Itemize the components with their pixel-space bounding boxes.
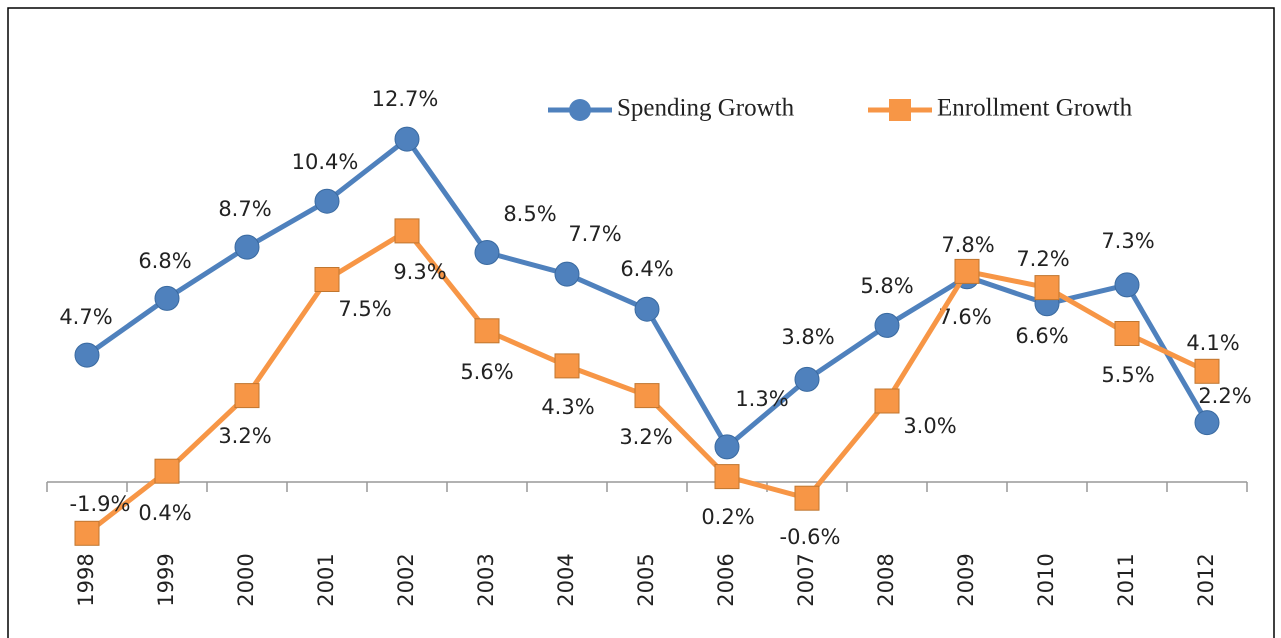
marker [1194, 358, 1220, 384]
marker [234, 383, 260, 409]
marker [554, 353, 580, 379]
data-label: 7.7% [568, 222, 621, 246]
legend-label: Spending Growth [617, 95, 795, 122]
marker [474, 318, 500, 344]
data-label: 3.8% [781, 325, 834, 349]
x-tick-label: 2008 [874, 553, 898, 606]
marker [314, 188, 340, 214]
data-label: 8.5% [503, 202, 556, 226]
data-label: 2.2% [1198, 384, 1251, 408]
data-label: 6.6% [1015, 324, 1068, 348]
marker [74, 520, 100, 546]
x-tick-label: 2007 [794, 553, 818, 606]
x-tick-label: 2000 [234, 553, 258, 606]
marker [394, 218, 420, 244]
data-label: 0.2% [701, 505, 754, 529]
marker [874, 312, 900, 338]
marker [314, 267, 340, 292]
data-label: 6.4% [620, 257, 673, 281]
data-label: 3.2% [218, 424, 271, 448]
marker [1114, 272, 1140, 298]
marker [154, 285, 180, 311]
legend-marker [569, 99, 591, 121]
x-tick-label: 2012 [1194, 553, 1218, 606]
data-label: 5.5% [1101, 363, 1154, 387]
data-label: 5.6% [460, 360, 513, 384]
x-tick-label: 2002 [394, 553, 418, 606]
marker [1034, 275, 1060, 301]
x-tick-label: 1999 [154, 553, 178, 606]
marker [794, 366, 820, 392]
data-label: 4.3% [541, 395, 594, 419]
marker [634, 383, 660, 409]
data-label: 10.4% [292, 150, 359, 174]
x-tick-label: 2003 [474, 553, 498, 606]
marker [794, 485, 820, 511]
marker [74, 342, 100, 368]
marker [714, 434, 740, 460]
data-label: 12.7% [372, 87, 439, 111]
marker [1114, 321, 1140, 346]
x-tick-label: 2004 [554, 553, 578, 606]
data-label: 1.3% [735, 387, 788, 411]
data-label: 4.7% [59, 305, 112, 329]
data-label: 7.6% [938, 305, 991, 329]
x-tick-label: 2001 [314, 553, 338, 606]
data-label: 7.8% [941, 233, 994, 257]
legend-marker [889, 99, 911, 121]
marker [234, 234, 260, 260]
marker [554, 261, 580, 287]
data-label: 9.3% [393, 260, 446, 284]
marker [954, 258, 980, 284]
x-tick-label: 2006 [714, 553, 738, 606]
marker [154, 458, 180, 484]
legend-label: Enrollment Growth [937, 95, 1133, 122]
x-tick-label: 2011 [1114, 553, 1138, 606]
marker [1194, 410, 1220, 436]
marker [474, 240, 500, 265]
data-label: 4.1% [1186, 331, 1239, 355]
data-label: 8.7% [218, 197, 271, 221]
x-tick-label: 2005 [634, 553, 658, 606]
data-label: 0.4% [138, 501, 191, 525]
marker [634, 296, 660, 322]
data-label: 7.3% [1101, 229, 1154, 253]
x-tick-label: 2009 [954, 553, 978, 606]
marker [874, 388, 900, 414]
data-label: 3.2% [619, 425, 672, 449]
data-label: 6.8% [138, 249, 191, 273]
chart-frame [7, 7, 1275, 638]
marker [714, 464, 740, 490]
data-label: -0.6% [780, 525, 841, 549]
data-label: 7.5% [338, 297, 391, 321]
x-tick-label: 1998 [74, 553, 98, 606]
x-tick-label: 2010 [1034, 553, 1058, 606]
marker [394, 126, 420, 152]
data-label: 5.8% [860, 274, 913, 298]
data-label: 3.0% [903, 414, 956, 438]
data-label: 7.2% [1016, 247, 1069, 271]
data-label: -1.9% [70, 492, 131, 516]
